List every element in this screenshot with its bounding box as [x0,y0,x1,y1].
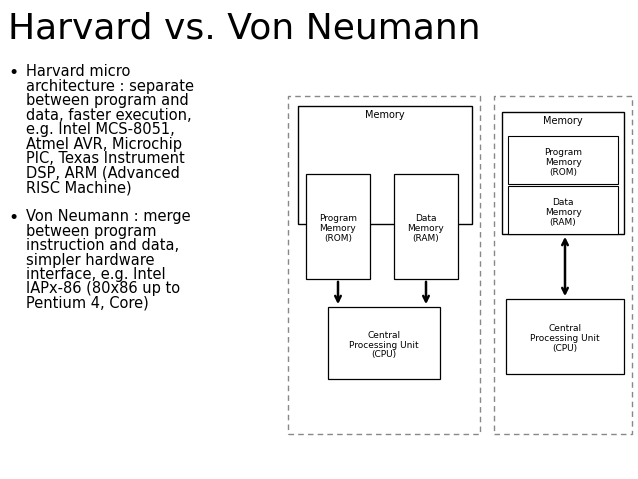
Text: Memory: Memory [545,207,581,217]
Text: Memory: Memory [320,224,357,233]
Text: simpler hardware: simpler hardware [26,252,154,267]
Text: Processing Unit: Processing Unit [530,334,600,343]
Bar [298,106,472,224]
Text: (RAM): (RAM) [549,217,576,227]
Text: Memory: Memory [545,158,581,167]
Text: between program: between program [26,224,156,239]
Text: (CPU): (CPU) [553,344,577,353]
Text: Processing Unit: Processing Unit [349,341,419,350]
Bar [306,174,370,279]
Text: (CPU): (CPU) [371,351,397,360]
Text: Program: Program [319,214,357,223]
Text: Memory: Memory [365,110,405,120]
Text: Central: Central [367,331,401,340]
Text: Central: Central [549,324,582,333]
Text: Harvard vs. Von Neumann: Harvard vs. Von Neumann [8,11,480,45]
Text: Memory: Memory [408,224,445,233]
Text: DSP, ARM (Advanced: DSP, ARM (Advanced [26,166,180,181]
Bar [288,96,480,434]
Bar [506,299,624,374]
Text: architecture : separate: architecture : separate [26,79,194,93]
Bar [508,186,618,234]
Text: (RAM): (RAM) [413,234,440,243]
Text: Program: Program [544,148,582,157]
Text: Data: Data [553,197,574,206]
Text: data, faster execution,: data, faster execution, [26,107,191,123]
Bar [502,112,624,234]
Text: RISC Machine): RISC Machine) [26,180,131,195]
Text: Pentium 4, Core): Pentium 4, Core) [26,296,149,311]
Bar [508,136,618,184]
Text: Data: Data [415,214,437,223]
Bar [328,307,440,379]
Text: between program and: between program and [26,93,189,108]
Text: •: • [8,64,19,82]
Text: (ROM): (ROM) [324,234,352,243]
Text: e.g. Intel MCS-8051,: e.g. Intel MCS-8051, [26,122,175,137]
Text: interface, e.g. Intel: interface, e.g. Intel [26,267,166,282]
Text: Atmel AVR, Microchip: Atmel AVR, Microchip [26,137,182,151]
Text: instruction and data,: instruction and data, [26,238,179,253]
Bar [494,96,632,434]
Text: Memory: Memory [543,116,582,126]
Text: Harvard micro: Harvard micro [26,64,130,79]
Text: IAPx-86 (80x86 up to: IAPx-86 (80x86 up to [26,282,180,297]
Text: (ROM): (ROM) [549,168,577,176]
Text: Von Neumann : merge: Von Neumann : merge [26,209,191,224]
Text: •: • [8,209,19,227]
Bar [394,174,458,279]
Text: PIC, Texas Instrument: PIC, Texas Instrument [26,151,185,166]
